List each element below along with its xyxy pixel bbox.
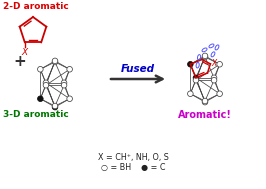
Text: Aromatic!: Aromatic! bbox=[178, 110, 232, 120]
Circle shape bbox=[211, 77, 217, 83]
Circle shape bbox=[61, 80, 67, 86]
Circle shape bbox=[61, 82, 67, 88]
Text: X: X bbox=[211, 59, 217, 68]
Circle shape bbox=[52, 104, 58, 110]
Circle shape bbox=[52, 58, 58, 64]
Circle shape bbox=[202, 54, 208, 60]
Circle shape bbox=[38, 96, 43, 101]
Text: 2-D aromatic: 2-D aromatic bbox=[3, 2, 69, 11]
Circle shape bbox=[202, 98, 208, 104]
Circle shape bbox=[202, 53, 208, 59]
Circle shape bbox=[188, 61, 193, 67]
Text: X: X bbox=[22, 48, 28, 57]
Circle shape bbox=[188, 91, 193, 97]
Circle shape bbox=[67, 96, 72, 101]
Circle shape bbox=[43, 82, 49, 88]
Text: ○ = BH    ● = C: ○ = BH ● = C bbox=[101, 163, 165, 172]
Text: Fused: Fused bbox=[121, 64, 155, 74]
Circle shape bbox=[67, 67, 72, 72]
Text: 3-D aromatic: 3-D aromatic bbox=[3, 110, 69, 119]
Circle shape bbox=[52, 59, 58, 65]
Circle shape bbox=[193, 75, 199, 81]
Circle shape bbox=[43, 80, 49, 86]
Text: X = CH⁺, NH, O, S: X = CH⁺, NH, O, S bbox=[98, 153, 168, 162]
Circle shape bbox=[217, 91, 222, 97]
Circle shape bbox=[217, 61, 222, 67]
Circle shape bbox=[202, 99, 208, 105]
Circle shape bbox=[211, 75, 217, 81]
Text: +: + bbox=[14, 53, 26, 68]
Circle shape bbox=[38, 67, 43, 72]
Circle shape bbox=[193, 77, 199, 83]
Circle shape bbox=[52, 103, 58, 109]
